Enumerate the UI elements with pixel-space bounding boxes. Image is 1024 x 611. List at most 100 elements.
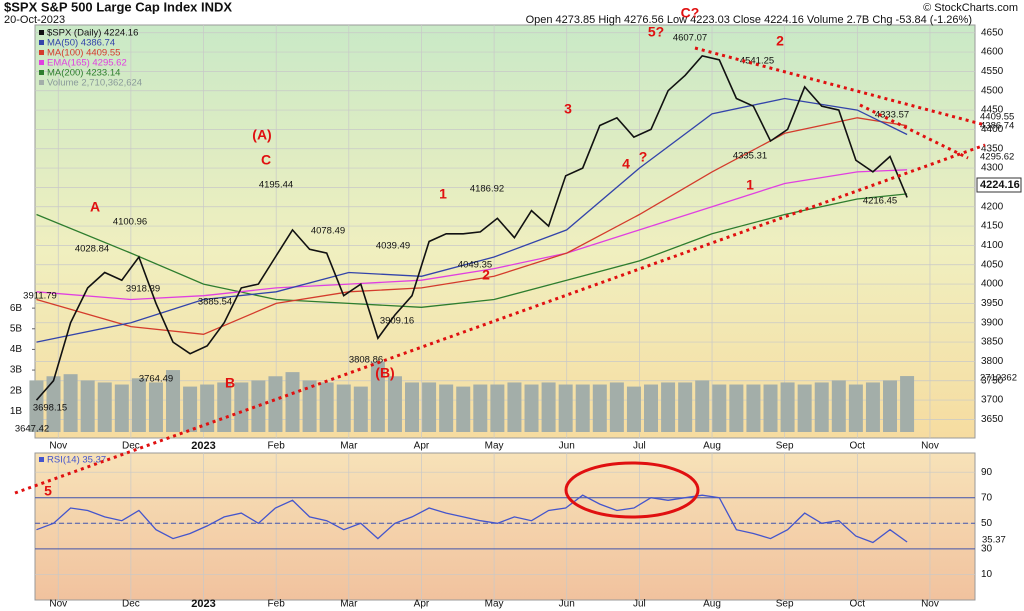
rsi-highlight: [564, 461, 700, 519]
x-tick-label: Mar: [340, 441, 358, 452]
volume-bar: [797, 384, 812, 432]
volume-bar: [865, 382, 880, 432]
legend-swatch: [39, 457, 44, 462]
legend-label: RSI(14) 35.37: [47, 455, 106, 466]
x-tick-label: Nov: [921, 599, 939, 610]
y-tick-label: 4350: [981, 143, 1004, 154]
wave-label: 3: [564, 101, 572, 117]
volume-bar: [831, 380, 846, 432]
x-tick-label: 2023: [191, 598, 215, 610]
x-tick-label: Jun: [559, 441, 575, 452]
price-label: 3808.86: [349, 355, 383, 366]
volume-bar: [456, 386, 471, 432]
volume-bar: [29, 380, 44, 432]
x-tick-label: Nov: [49, 599, 67, 610]
y2-tick-label: 5B: [10, 323, 23, 334]
volume-bar: [558, 384, 573, 432]
y-tick-label: 4650: [981, 27, 1004, 38]
wave-label: A: [90, 199, 100, 215]
price-panel: [34, 24, 976, 439]
volume-bar: [148, 382, 163, 432]
x-tick-label: Feb: [268, 599, 286, 610]
x-tick-label: Jun: [559, 599, 575, 610]
volume-bar: [131, 378, 146, 432]
price-label: 4039.49: [376, 241, 410, 252]
y-tick-label: 30: [981, 544, 993, 555]
wave-label: 1: [746, 177, 754, 193]
wave-label: ?: [639, 149, 648, 165]
volume-bar: [302, 380, 317, 432]
legend-swatch: [39, 60, 44, 65]
volume-bar: [200, 384, 215, 432]
y-tick-label: 10: [981, 569, 993, 580]
legend-swatch: [39, 40, 44, 45]
wave-label: (B): [375, 365, 394, 381]
y-tick-label: 4600: [981, 47, 1004, 58]
price-label: 3911.79: [23, 291, 57, 302]
x-tick-label: Sep: [776, 441, 794, 452]
volume-bar: [387, 376, 402, 432]
x-tick-label: Apr: [414, 441, 430, 452]
y-tick-label: 4550: [981, 66, 1004, 77]
legend-label: MA(50) 4386.74: [47, 38, 115, 49]
price-label: 4195.44: [259, 180, 293, 191]
volume-bar: [63, 374, 78, 432]
y-tick-label: 4150: [981, 221, 1004, 232]
rsi-panel: [34, 452, 976, 601]
volume-bar: [644, 384, 659, 432]
volume-bar: [507, 382, 522, 432]
wave-label: 5: [44, 483, 52, 499]
title: $SPX S&P 500 Large Cap Index INDX: [4, 0, 232, 14]
volume-bar: [661, 382, 676, 432]
legend-label: MA(200) 4233.14: [47, 68, 120, 79]
quote: Open 4273.85 High 4276.56 Low 4223.03 Cl…: [526, 14, 972, 26]
x-tick-label: Feb: [268, 441, 286, 452]
y-tick-label: 3650: [981, 414, 1004, 425]
wave-label: 1: [439, 186, 447, 202]
price-label: 4216.45: [863, 196, 897, 207]
price-label: 3918.39: [126, 284, 160, 295]
wave-label: 2: [482, 267, 490, 283]
credit: © StockCharts.com: [923, 2, 1018, 14]
y-tick-label: 3900: [981, 317, 1004, 328]
legend-label: MA(100) 4409.55: [47, 48, 120, 59]
price-label: 3885.54: [198, 297, 232, 308]
last-value-label: 4295.62: [980, 152, 1014, 163]
resistance-trendline: [694, 46, 986, 127]
volume-bar: [370, 361, 385, 432]
y-tick-label: 4050: [981, 259, 1004, 270]
last-value-label: 4224.16: [980, 179, 1020, 191]
y-tick-label: 90: [981, 467, 993, 478]
x-tick-label: May: [485, 441, 504, 452]
date: 20-Oct-2023: [4, 14, 65, 26]
volume-bar: [695, 380, 710, 432]
y-tick-label: 3850: [981, 337, 1004, 348]
last-value-label: 2710362: [980, 373, 1017, 384]
legend-label: $SPX (Daily) 4224.16: [47, 28, 138, 39]
price-label: 4028.84: [75, 244, 109, 255]
volume-bar: [183, 386, 198, 432]
volume-bar: [814, 382, 829, 432]
price-label: 4049.35: [458, 260, 492, 271]
y-tick-label: 4000: [981, 279, 1004, 290]
volume-bar: [422, 382, 437, 432]
price-label: 4100.96: [113, 217, 147, 228]
y2-tick-label: 2B: [10, 385, 23, 396]
wave-label: (A): [252, 127, 271, 143]
volume-bar: [234, 382, 249, 432]
x-tick-label: Sep: [776, 599, 794, 610]
x-tick-label: Dec: [122, 599, 140, 610]
legend-swatch: [39, 70, 44, 75]
y-tick-label: 4200: [981, 201, 1004, 212]
x-tick-label: May: [485, 599, 504, 610]
volume-bar: [405, 382, 420, 432]
volume-bar: [678, 382, 693, 432]
y2-tick-label: 3B: [10, 365, 23, 376]
resistance-trendline: [859, 103, 969, 160]
price-label: 4607.07: [673, 33, 707, 44]
wave-label: C: [261, 152, 271, 168]
price-label: 4186.92: [470, 184, 504, 195]
volume-bar: [524, 384, 539, 432]
y-tick-label: 3700: [981, 395, 1004, 406]
